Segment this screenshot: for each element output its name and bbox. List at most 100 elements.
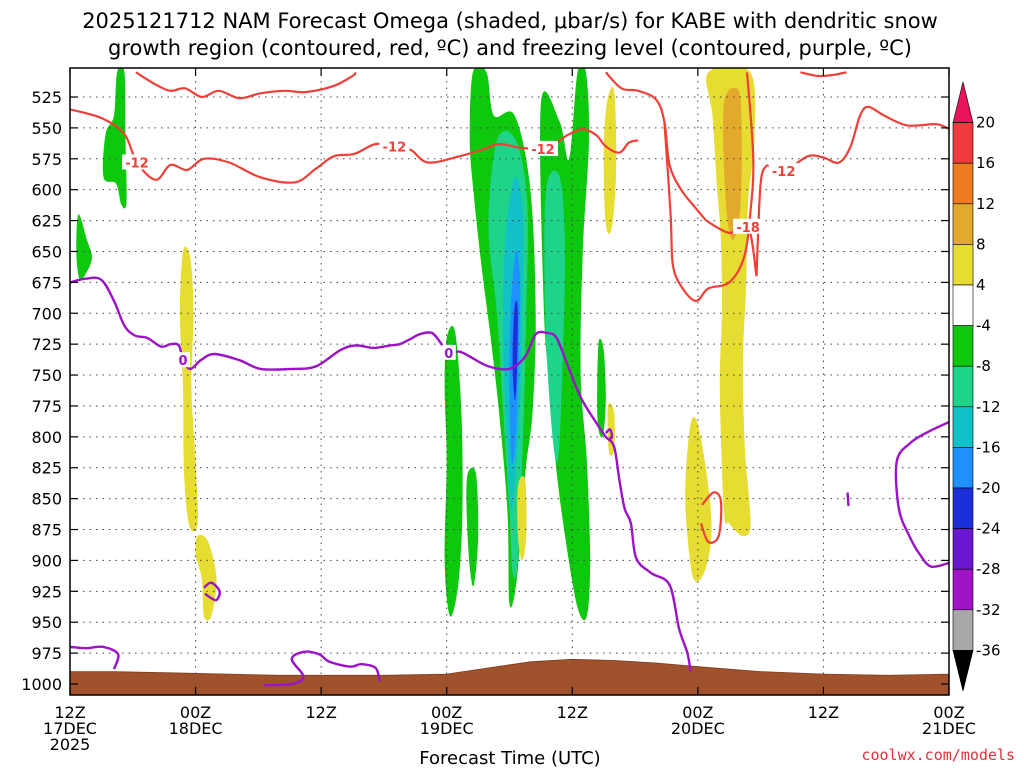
x-tick-label: 12Z <box>305 703 336 722</box>
chart-title-line-1: 2025121712 NAM Forecast Omega (shaded, μ… <box>82 9 938 33</box>
freezing-contour <box>70 276 692 672</box>
y-tick-label: 625 <box>31 212 62 231</box>
freezing-level-contours <box>70 276 949 687</box>
omega-area-green-patch-left <box>76 214 93 280</box>
x-tick-label: 00Z <box>682 703 713 722</box>
freezing-contour-label: 0 <box>178 354 187 369</box>
freezing-contour <box>263 650 381 687</box>
colorbar-label: -20 <box>976 479 1001 497</box>
y-tick-label: 725 <box>31 335 62 354</box>
x-tick-label: 19DEC <box>420 719 474 738</box>
dgz-contour-label: -18 <box>736 221 760 236</box>
dgz-contour-label: -12 <box>125 156 149 171</box>
dgz-contour-label-bg <box>768 163 799 179</box>
colorbar-swatch <box>952 162 974 205</box>
x-tick-label: 17DEC <box>43 719 97 738</box>
colorbar-label: -12 <box>976 398 1001 416</box>
y-tick-label: 900 <box>31 551 62 570</box>
y-tick-label: 1000 <box>21 675 62 694</box>
x-tick-label: 00Z <box>180 703 211 722</box>
omega-area-darkblue-19dec <box>512 300 518 401</box>
contour-labels: -12 -12 -12 -18 -12 0 0 <box>121 138 799 369</box>
y-tick-label: 925 <box>31 582 62 601</box>
colorbar-swatch <box>952 447 974 489</box>
dgz-contour-label-bg <box>121 154 152 170</box>
omega-area-yellow-44h <box>517 475 527 561</box>
omega-area-yellow-col-20dec <box>706 68 756 537</box>
grid-lines <box>70 68 949 695</box>
x-tick-label: 12Z <box>808 703 839 722</box>
colorbar-label: 16 <box>976 154 995 172</box>
dgz-contour-label-bg <box>527 140 558 156</box>
freezing-contour-label-bg <box>441 344 456 360</box>
dgz-contour-label-bg <box>379 138 410 154</box>
omega-area-yellow-20dec-low <box>685 416 712 582</box>
colorbar-swatch <box>952 365 974 408</box>
freezing-contour-label-bg <box>176 352 191 368</box>
colorbar-label: 12 <box>976 195 995 213</box>
x-tick-label: 00Z <box>933 703 964 722</box>
y-tick-label: 650 <box>31 242 62 261</box>
x-tick-label: 20DEC <box>671 719 725 738</box>
colorbar-swatch <box>952 609 974 651</box>
y-tick-label: 575 <box>31 150 62 169</box>
colorbar-swatch <box>952 122 974 164</box>
freezing-contour <box>70 645 120 670</box>
dgz-contour <box>135 71 357 100</box>
colorbar-label: 4 <box>976 276 986 294</box>
y-tick-label: 700 <box>31 304 62 323</box>
x-tick-label: 12Z <box>557 703 588 722</box>
omega-area-green-small-50h <box>597 338 606 438</box>
x-tick-label: 21DEC <box>922 719 976 738</box>
omega-area-yellow-ribbon-51h <box>603 86 617 234</box>
x-axis-title: Forecast Time (UTC) <box>419 748 600 768</box>
dgz-contour-label: -12 <box>772 165 796 180</box>
dgz-contour <box>800 71 847 78</box>
colorbar-label: -36 <box>976 641 1001 659</box>
omega-area-teal-19dec-b <box>544 170 566 463</box>
colorbar-swatch <box>952 528 974 570</box>
colorbar-label: 20 <box>976 114 995 132</box>
y-tick-label: 950 <box>31 613 62 632</box>
omega-area-orange-core-20dec <box>723 87 742 240</box>
y-tick-label: 800 <box>31 428 62 447</box>
y-tick-label: 825 <box>31 459 62 478</box>
colorbar-label: 8 <box>976 235 986 253</box>
dgz-contour-label: -12 <box>531 143 555 158</box>
y-tick-label: 850 <box>31 490 62 509</box>
y-tick-label: 875 <box>31 521 62 540</box>
y-axis-pressure: 525 550 575 600 625 650 675 700 725 750 775 800 825 8… <box>21 88 949 694</box>
y-tick-label: 775 <box>31 397 62 416</box>
colorbar-bottom-arrow <box>952 650 974 692</box>
credit-text: coolwx.com/models <box>861 746 1015 764</box>
dgz-contour <box>766 105 949 173</box>
colorbar-label: -4 <box>976 317 991 335</box>
colorbar-label: -32 <box>976 601 1001 619</box>
freezing-contour <box>846 492 850 507</box>
y-tick-label: 600 <box>31 181 62 200</box>
omega-area-green-col-early <box>102 68 127 209</box>
x-tick-label: 2025 <box>50 735 91 754</box>
dgz-contour <box>755 164 768 277</box>
chart-title-line-2: growth region (contoured, red, ºC) and f… <box>108 36 912 60</box>
colorbar-swatch <box>952 487 974 529</box>
colorbar-swatch <box>952 325 974 367</box>
colorbar-swatch <box>952 406 974 448</box>
freezing-contour <box>604 428 614 441</box>
dgz-contour <box>699 491 723 544</box>
omega-area-yellow-col-18dec <box>179 246 198 532</box>
x-tick-label: 18DEC <box>169 719 223 738</box>
y-tick-label: 675 <box>31 273 62 292</box>
freezing-contour <box>203 581 221 602</box>
colorbar-label: -16 <box>976 438 1001 456</box>
x-tick-label: 12Z <box>54 703 85 722</box>
plot-area: -12 -12 -12 -18 -12 0 0 <box>69 67 950 696</box>
y-tick-label: 550 <box>31 119 62 138</box>
dgz-contour-label-bg <box>733 218 764 234</box>
terrain-area <box>70 658 949 695</box>
y-tick-label: 525 <box>31 88 62 107</box>
dgz-contour <box>663 72 755 302</box>
colorbar-swatch <box>952 244 974 286</box>
